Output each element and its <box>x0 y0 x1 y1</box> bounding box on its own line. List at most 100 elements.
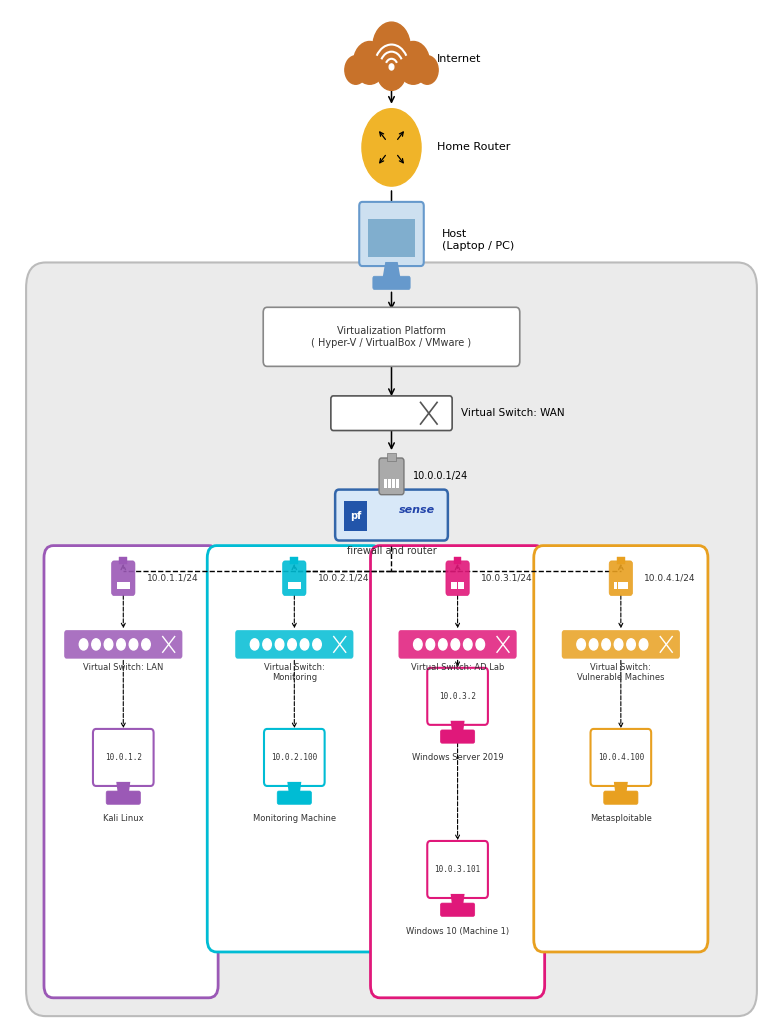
FancyBboxPatch shape <box>235 630 353 658</box>
Circle shape <box>373 23 410 71</box>
Circle shape <box>389 63 394 70</box>
FancyBboxPatch shape <box>291 582 294 589</box>
Circle shape <box>639 639 648 650</box>
FancyBboxPatch shape <box>127 582 130 589</box>
FancyBboxPatch shape <box>119 557 127 564</box>
Text: 10.0.3.2: 10.0.3.2 <box>439 692 476 700</box>
FancyBboxPatch shape <box>331 396 452 430</box>
FancyBboxPatch shape <box>26 262 757 1016</box>
FancyBboxPatch shape <box>379 458 404 495</box>
Polygon shape <box>382 262 401 281</box>
Circle shape <box>397 42 430 84</box>
FancyBboxPatch shape <box>124 582 127 589</box>
Text: Home Router: Home Router <box>437 142 510 153</box>
FancyBboxPatch shape <box>392 479 395 488</box>
FancyBboxPatch shape <box>590 729 651 786</box>
Circle shape <box>413 639 422 650</box>
FancyBboxPatch shape <box>604 792 638 804</box>
FancyBboxPatch shape <box>294 582 298 589</box>
FancyBboxPatch shape <box>283 561 306 596</box>
Text: 10.0.4.1/24: 10.0.4.1/24 <box>644 573 695 583</box>
FancyBboxPatch shape <box>120 582 123 589</box>
Circle shape <box>79 639 88 650</box>
FancyBboxPatch shape <box>287 582 290 589</box>
Text: 10.0.1.2: 10.0.1.2 <box>105 753 142 762</box>
FancyBboxPatch shape <box>106 792 140 804</box>
FancyBboxPatch shape <box>451 582 454 589</box>
Text: sense: sense <box>399 505 435 515</box>
FancyBboxPatch shape <box>618 582 621 589</box>
Text: Virtual Switch: WAN: Virtual Switch: WAN <box>461 409 565 418</box>
FancyBboxPatch shape <box>263 307 520 367</box>
FancyBboxPatch shape <box>454 582 457 589</box>
FancyBboxPatch shape <box>621 582 624 589</box>
FancyBboxPatch shape <box>624 582 627 589</box>
Text: 10.0.3.101: 10.0.3.101 <box>435 865 481 873</box>
Circle shape <box>263 639 272 650</box>
Circle shape <box>117 639 125 650</box>
FancyBboxPatch shape <box>396 479 399 488</box>
Text: Windows Server 2019: Windows Server 2019 <box>412 754 503 763</box>
Circle shape <box>417 55 438 84</box>
FancyBboxPatch shape <box>428 668 488 725</box>
Circle shape <box>464 639 472 650</box>
FancyBboxPatch shape <box>264 729 325 786</box>
Circle shape <box>451 639 460 650</box>
Circle shape <box>577 639 586 650</box>
Polygon shape <box>450 894 464 906</box>
FancyBboxPatch shape <box>93 729 153 786</box>
FancyBboxPatch shape <box>359 202 424 266</box>
FancyBboxPatch shape <box>441 730 474 743</box>
Circle shape <box>426 639 435 650</box>
FancyBboxPatch shape <box>290 557 298 564</box>
Text: Virtual Switch: LAN: Virtual Switch: LAN <box>83 663 164 672</box>
Circle shape <box>615 639 622 650</box>
Circle shape <box>362 109 421 186</box>
FancyBboxPatch shape <box>446 561 469 596</box>
FancyBboxPatch shape <box>617 557 625 564</box>
Polygon shape <box>287 782 301 794</box>
FancyBboxPatch shape <box>335 489 448 541</box>
Circle shape <box>104 639 113 650</box>
Circle shape <box>312 639 321 650</box>
Text: Monitoring Machine: Monitoring Machine <box>253 814 336 823</box>
FancyBboxPatch shape <box>441 903 474 916</box>
Text: Virtual Switch:
Vulnerable Machines: Virtual Switch: Vulnerable Machines <box>577 663 665 682</box>
Text: Windows 10 (Machine 1): Windows 10 (Machine 1) <box>406 927 509 936</box>
Circle shape <box>92 639 100 650</box>
Text: Internet: Internet <box>437 54 481 63</box>
Circle shape <box>602 639 611 650</box>
FancyBboxPatch shape <box>388 479 391 488</box>
FancyBboxPatch shape <box>344 501 367 531</box>
Text: Virtualization Platform
( Hyper-V / VirtualBox / VMware ): Virtualization Platform ( Hyper-V / Virt… <box>312 326 471 347</box>
Circle shape <box>345 55 366 84</box>
Circle shape <box>353 42 386 84</box>
Circle shape <box>300 639 309 650</box>
FancyBboxPatch shape <box>298 582 301 589</box>
Text: 10.0.4.100: 10.0.4.100 <box>597 753 644 762</box>
Text: 10.0.2.100: 10.0.2.100 <box>271 753 317 762</box>
FancyBboxPatch shape <box>609 561 633 596</box>
FancyBboxPatch shape <box>399 630 517 658</box>
Circle shape <box>251 639 259 650</box>
Circle shape <box>288 639 296 650</box>
FancyBboxPatch shape <box>44 546 218 997</box>
Text: 10.0.2.1/24: 10.0.2.1/24 <box>318 573 369 583</box>
Polygon shape <box>614 782 628 794</box>
FancyBboxPatch shape <box>373 276 410 290</box>
Text: pf: pf <box>350 511 361 521</box>
FancyBboxPatch shape <box>387 453 396 461</box>
Circle shape <box>129 639 138 650</box>
FancyBboxPatch shape <box>370 546 545 997</box>
Text: 10.0.3.1/24: 10.0.3.1/24 <box>481 573 532 583</box>
Text: Metasploitable: Metasploitable <box>590 814 651 823</box>
FancyBboxPatch shape <box>64 630 182 658</box>
Circle shape <box>626 639 635 650</box>
Circle shape <box>438 639 447 650</box>
FancyBboxPatch shape <box>461 582 464 589</box>
FancyBboxPatch shape <box>384 479 387 488</box>
FancyBboxPatch shape <box>117 582 120 589</box>
Circle shape <box>377 51 406 90</box>
FancyBboxPatch shape <box>112 561 135 596</box>
Text: Kali Linux: Kali Linux <box>103 814 143 823</box>
